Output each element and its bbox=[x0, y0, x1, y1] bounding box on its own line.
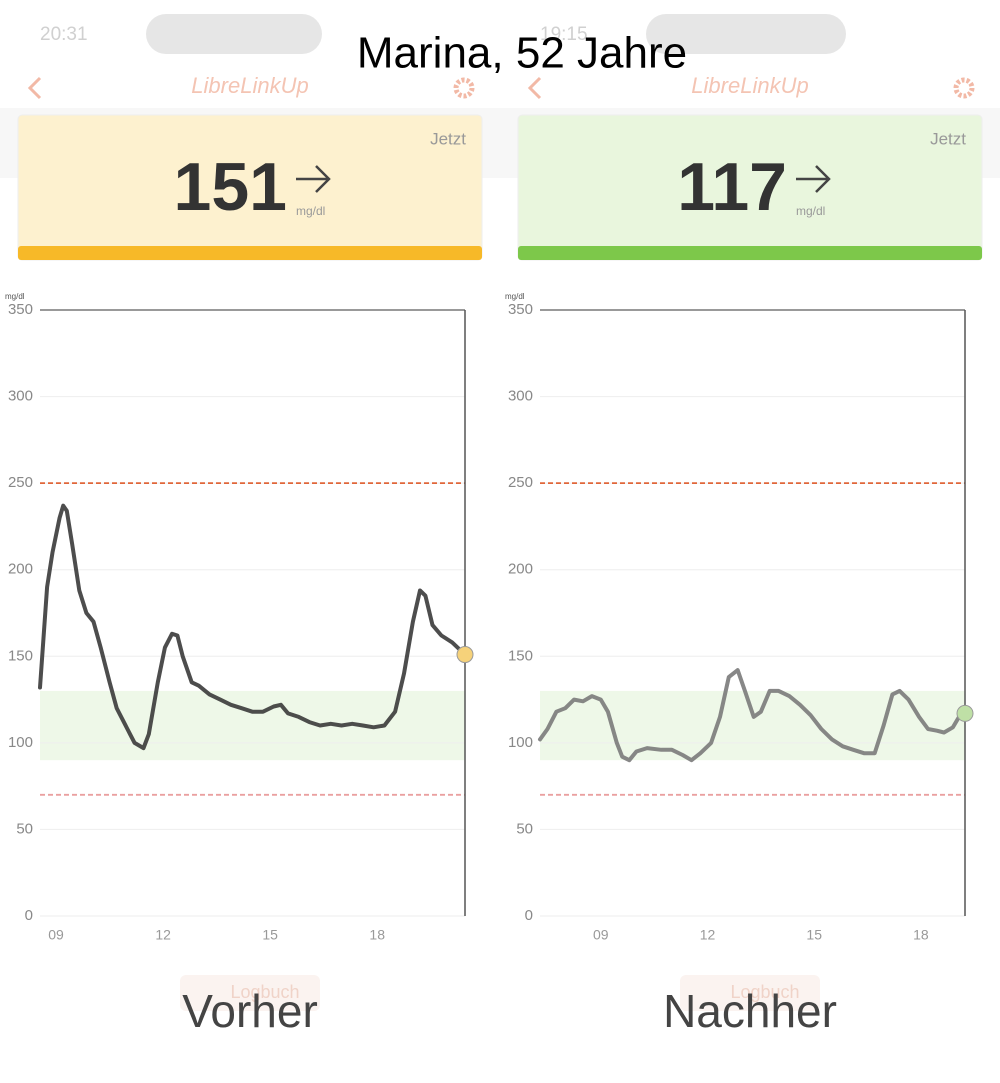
now-label: Jetzt bbox=[430, 129, 466, 148]
x-tick-label: 15 bbox=[262, 927, 278, 943]
y-tick-label: 250 bbox=[508, 474, 533, 491]
y-tick-label: 0 bbox=[25, 907, 33, 924]
y-tick-label: 300 bbox=[8, 388, 33, 405]
y-tick-label: 250 bbox=[8, 474, 33, 491]
status-time: 19:15 bbox=[540, 24, 588, 45]
x-tick-label: 12 bbox=[155, 927, 171, 943]
x-tick-label: 18 bbox=[369, 927, 385, 943]
panels: 20:31 LibreLinkUp Jetzt 151 mg/dl mg/dl 0 50 100… bbox=[5, 24, 983, 1037]
y-tick-label: 50 bbox=[516, 820, 533, 837]
x-tick-label: 18 bbox=[913, 927, 929, 943]
y-tick-label: 200 bbox=[508, 561, 533, 578]
x-tick-label: 12 bbox=[700, 927, 716, 943]
back-icon bbox=[527, 76, 542, 100]
current-marker bbox=[956, 704, 974, 722]
current-marker bbox=[456, 646, 474, 664]
status-pill bbox=[146, 14, 322, 54]
y-tick-label: 50 bbox=[16, 820, 33, 837]
trend-arrow bbox=[796, 165, 831, 193]
y-axis-unit: mg/dl bbox=[5, 292, 25, 301]
x-tick-label: 09 bbox=[48, 927, 64, 943]
settings-icon bbox=[453, 77, 475, 99]
logbook-button bbox=[180, 975, 320, 1011]
back-icon bbox=[27, 76, 42, 100]
y-tick-label: 200 bbox=[8, 561, 33, 578]
trend-arrow bbox=[296, 165, 331, 193]
x-tick-label: 09 bbox=[593, 927, 609, 943]
y-tick-label: 100 bbox=[508, 734, 533, 751]
reading-value: 151 bbox=[174, 149, 287, 225]
y-tick-label: 150 bbox=[8, 647, 33, 664]
app-name: LibreLinkUp bbox=[191, 73, 308, 98]
y-tick-label: 300 bbox=[508, 388, 533, 405]
reading-bar bbox=[18, 246, 482, 260]
reading-unit: mg/dl bbox=[796, 204, 825, 218]
glucose-line bbox=[38, 503, 467, 751]
caption: Vorher bbox=[182, 985, 318, 1037]
page-title: Marina, 52 Jahre bbox=[357, 29, 687, 78]
glucose-line bbox=[538, 668, 967, 763]
y-axis-unit: mg/dl bbox=[505, 292, 525, 301]
y-tick-label: 150 bbox=[508, 647, 533, 664]
x-tick-label: 15 bbox=[806, 927, 822, 943]
logbook-button bbox=[680, 975, 820, 1011]
settings-icon bbox=[953, 77, 975, 99]
y-tick-label: 100 bbox=[8, 734, 33, 751]
logbook-label: Logbuch bbox=[730, 982, 799, 1002]
y-tick-label: 0 bbox=[525, 907, 533, 924]
reading-unit: mg/dl bbox=[296, 204, 325, 218]
logbook-label: Logbuch bbox=[230, 982, 299, 1002]
reading-value: 117 bbox=[677, 149, 787, 225]
reading-bar bbox=[518, 246, 982, 260]
target-range bbox=[40, 690, 465, 761]
now-label: Jetzt bbox=[930, 129, 966, 148]
status-time: 20:31 bbox=[40, 24, 88, 45]
caption: Nachher bbox=[663, 985, 837, 1037]
status-pill bbox=[646, 14, 846, 54]
y-tick-label: 350 bbox=[8, 301, 33, 318]
app-name: LibreLinkUp bbox=[691, 73, 808, 98]
y-tick-label: 350 bbox=[508, 301, 533, 318]
